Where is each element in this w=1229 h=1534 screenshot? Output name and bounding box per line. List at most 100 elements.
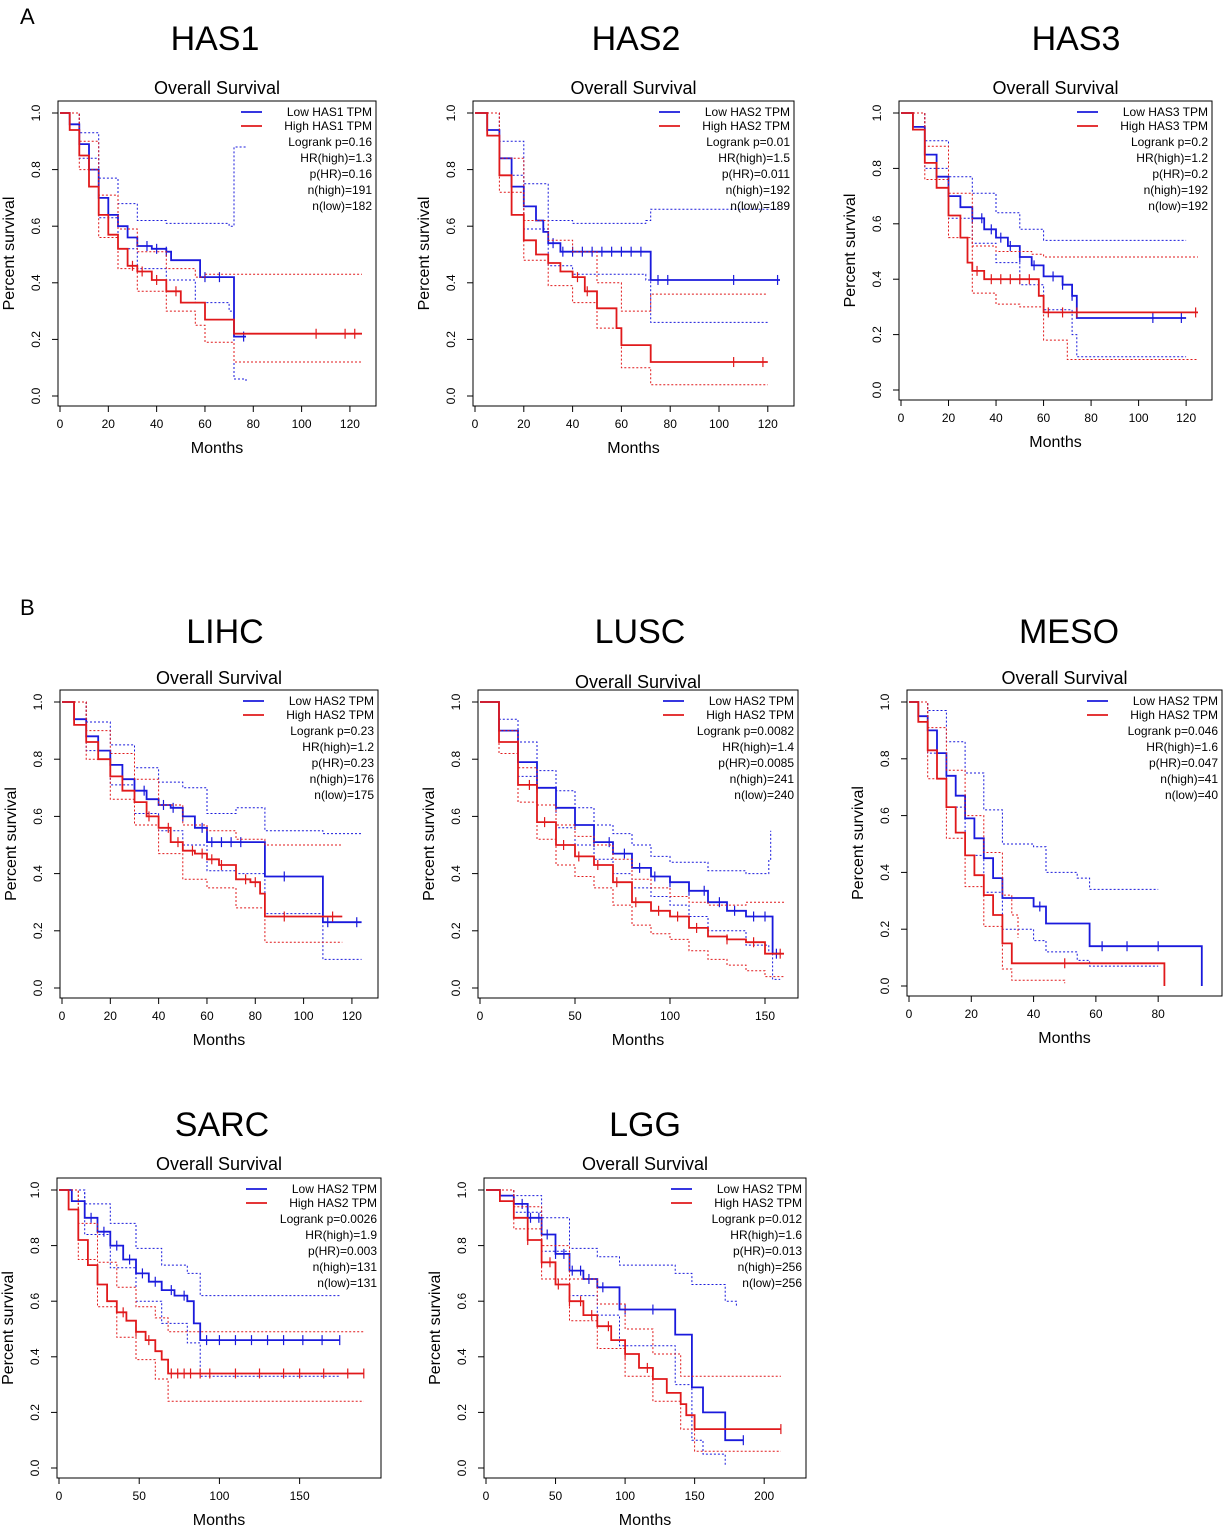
plot-title: Overall Survival xyxy=(156,1154,282,1174)
y-tick-label: 1.0 xyxy=(870,104,884,121)
plot-frame xyxy=(477,689,799,999)
legend-stat: Logrank p=0.16 xyxy=(288,135,372,149)
legend-stat: n(high)=191 xyxy=(308,183,373,197)
legend-label-low: Low HAS2 TPM xyxy=(709,694,794,708)
high-survival-curve xyxy=(901,112,1198,314)
gene-title: LIHC xyxy=(186,613,263,651)
x-tick-label: 40 xyxy=(150,417,164,431)
gene-title: LUSC xyxy=(595,613,686,651)
x-tick-label: 40 xyxy=(566,417,580,431)
high-ci-upper xyxy=(486,1189,781,1377)
x-tick-label: 0 xyxy=(483,1489,490,1503)
gene-title: HAS1 xyxy=(171,20,260,58)
x-tick-label: 100 xyxy=(709,417,729,431)
y-tick-label: 0.0 xyxy=(449,979,463,996)
y-axis-label: Percent survival xyxy=(416,197,433,311)
low-ci-upper xyxy=(60,112,246,227)
low-ci-upper xyxy=(475,112,780,224)
gene-title: HAS3 xyxy=(1032,20,1121,58)
y-tick-label: 0.6 xyxy=(31,808,45,825)
y-tick-label: 0.0 xyxy=(455,1459,469,1476)
y-tick-label: 0.8 xyxy=(444,161,458,178)
km-plot-has2: HAS2 Overall Survival 0 20 40 60 80 100 120 0.0 0.… xyxy=(416,20,795,457)
y-tick-label: 0.8 xyxy=(455,1237,469,1254)
legend-stat: HR(high)=1.6 xyxy=(1146,740,1218,754)
legend-stat: n(low)=182 xyxy=(312,199,372,213)
km-plot-has3: HAS3 Overall Survival 0 20 40 60 80 100 120 0.0 0.… xyxy=(842,20,1213,451)
high-survival-curve xyxy=(60,112,362,335)
y-tick-label: 0.8 xyxy=(870,160,884,177)
y-axis-label: Percent survival xyxy=(421,787,438,901)
x-tick-label: 80 xyxy=(247,417,261,431)
x-tick-label: 120 xyxy=(340,417,360,431)
y-tick-label: 0.6 xyxy=(870,215,884,232)
y-tick-label: 0.6 xyxy=(28,1293,42,1310)
x-tick-label: 40 xyxy=(989,411,1003,425)
legend-stat: Logrank p=0.012 xyxy=(712,1212,803,1226)
legend-label-low: Low HAS2 TPM xyxy=(289,694,374,708)
y-tick-label: 0.0 xyxy=(870,381,884,398)
x-axis-label: Months xyxy=(191,440,243,457)
y-axis-label: Percent survival xyxy=(850,786,867,900)
x-axis-label: Months xyxy=(193,1512,245,1529)
y-tick-label: 0.2 xyxy=(444,331,458,348)
legend-stat: p(HR)=0.013 xyxy=(733,1244,802,1258)
km-plot-sarc: SARC Overall Survival 0 50 100 150 0.0 0.2 0.4 0.… xyxy=(0,1106,382,1529)
y-tick-label: 0.2 xyxy=(29,331,43,348)
x-tick-label: 80 xyxy=(249,1009,263,1023)
legend-label-low: Low HAS1 TPM xyxy=(287,105,372,119)
y-tick-label: 0.4 xyxy=(878,864,892,881)
x-tick-label: 200 xyxy=(754,1489,774,1503)
plot-title: Overall Survival xyxy=(575,672,701,692)
legend-stat: n(low)=256 xyxy=(742,1276,802,1290)
high-ci-upper xyxy=(480,701,784,906)
x-tick-label: 60 xyxy=(200,1009,214,1023)
high-ci-lower xyxy=(909,701,1066,984)
legend-stat: n(high)=256 xyxy=(738,1260,803,1274)
panel-label-b: B xyxy=(20,595,35,620)
legend-stat: HR(high)=1.5 xyxy=(718,151,790,165)
legend-stat: HR(high)=1.9 xyxy=(305,1228,377,1242)
legend-stat: Logrank p=0.0082 xyxy=(697,724,794,738)
high-ci-lower xyxy=(901,112,1198,360)
gene-title: MESO xyxy=(1019,613,1119,651)
low-survival-curve xyxy=(60,112,246,338)
km-plot-has1: HAS1 Overall Survival 0 20 40 60 80 100 120 0.0 0.… xyxy=(1,20,377,457)
gene-title: LGG xyxy=(609,1106,681,1144)
x-tick-label: 0 xyxy=(477,1009,484,1023)
legend-stat: HR(high)=1.2 xyxy=(1136,151,1208,165)
y-axis-label: Percent survival xyxy=(427,1271,444,1385)
x-tick-label: 40 xyxy=(1027,1007,1041,1021)
y-tick-label: 0.6 xyxy=(878,807,892,824)
legend-stat: p(HR)=0.0085 xyxy=(718,756,794,770)
x-tick-label: 0 xyxy=(472,417,479,431)
y-tick-label: 0.4 xyxy=(29,274,43,291)
plot-title: Overall Survival xyxy=(570,78,696,98)
plot-frame xyxy=(483,1177,807,1479)
x-tick-label: 100 xyxy=(615,1489,635,1503)
y-tick-label: 0.4 xyxy=(28,1348,42,1365)
x-axis-label: Months xyxy=(193,1032,245,1049)
x-tick-label: 80 xyxy=(664,417,678,431)
plot-title: Overall Survival xyxy=(156,668,282,688)
km-plot-lihc: LIHC Overall Survival 0 20 40 60 80 100 120 0.0 0.… xyxy=(3,613,379,1049)
legend-label-high: High HAS2 TPM xyxy=(286,708,374,722)
y-tick-label: 1.0 xyxy=(455,1181,469,1198)
y-tick-label: 1.0 xyxy=(878,693,892,710)
legend-stat: HR(high)=1.6 xyxy=(730,1228,802,1242)
legend-stat: Logrank p=0.0026 xyxy=(280,1212,377,1226)
x-tick-label: 0 xyxy=(57,417,64,431)
legend-stat: n(high)=192 xyxy=(726,183,791,197)
x-tick-label: 100 xyxy=(209,1489,229,1503)
x-tick-label: 20 xyxy=(517,417,531,431)
plot-frame xyxy=(472,100,795,407)
x-tick-label: 150 xyxy=(755,1009,775,1023)
low-ci-lower xyxy=(60,112,247,382)
y-axis-label: Percent survival xyxy=(1,197,18,311)
y-tick-label: 0.2 xyxy=(455,1404,469,1421)
x-tick-label: 150 xyxy=(290,1489,310,1503)
y-tick-label: 0.4 xyxy=(444,274,458,291)
y-tick-label: 0.6 xyxy=(29,218,43,235)
plot-frame xyxy=(59,689,379,999)
panel-label-a: A xyxy=(20,4,35,29)
